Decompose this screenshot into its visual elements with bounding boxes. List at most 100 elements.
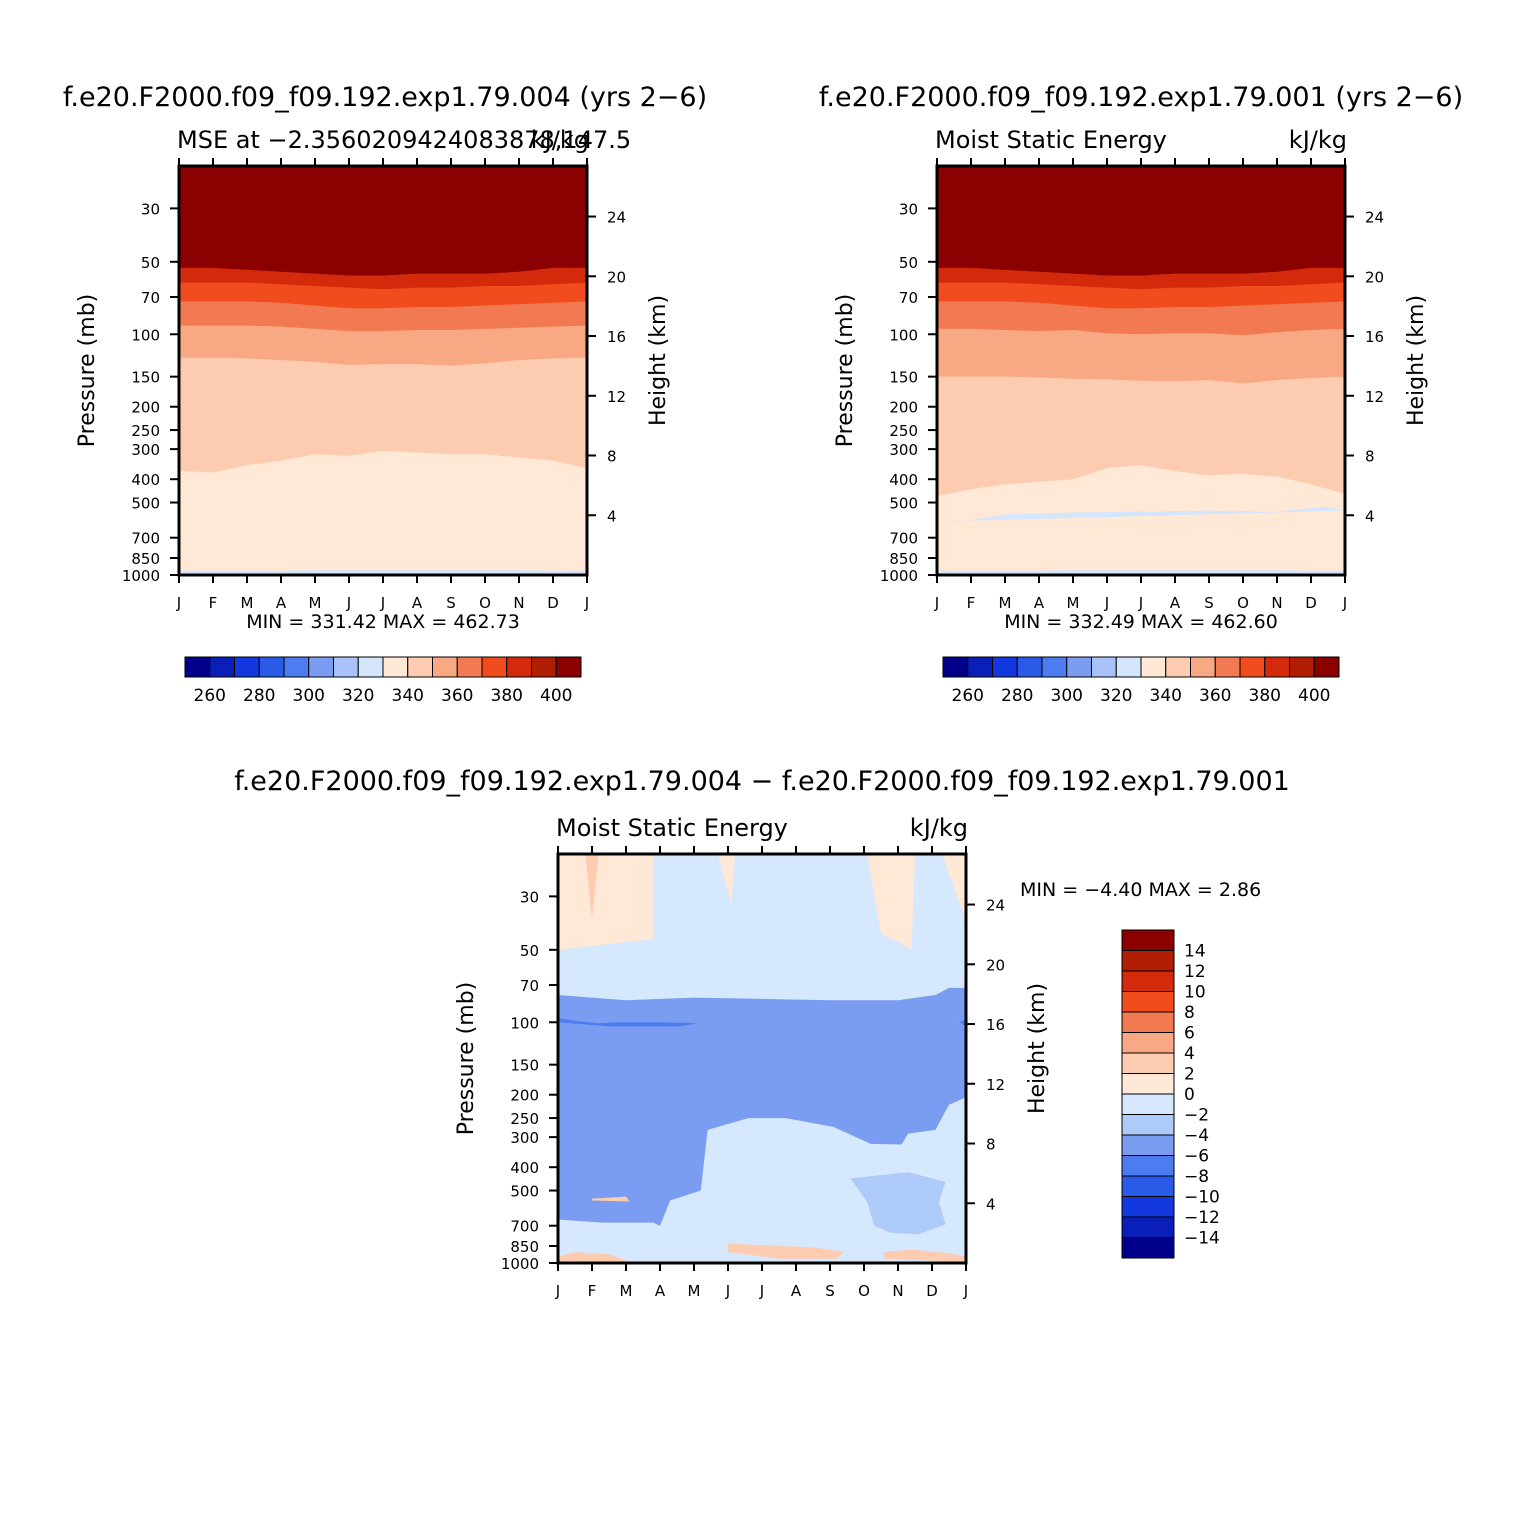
colorbar-swatch [1121, 1093, 1175, 1115]
x-tick-label: M [241, 594, 254, 612]
x-tick-label: S [825, 1282, 835, 1300]
colorbar-swatch [481, 656, 508, 678]
y-right-tick-label: 20 [1365, 268, 1384, 286]
y-right-axis-label: Height (km) [646, 295, 671, 426]
colorbar-label: 320 [342, 686, 374, 706]
x-tick-label: A [1034, 594, 1045, 612]
colorbar-swatch [1121, 970, 1175, 992]
panel-title: f.e20.F2000.f09_f09.192.exp1.79.001 (yrs… [819, 82, 1463, 113]
x-tick-label: M [1067, 594, 1080, 612]
colorbar-label: 400 [1298, 686, 1330, 706]
y-right-tick-label: 4 [986, 1195, 996, 1213]
colorbar-swatch [1121, 1073, 1175, 1095]
y-right-tick-label: 4 [607, 507, 617, 525]
colorbar-swatch [1041, 656, 1068, 678]
y-tick-label: 300 [510, 1129, 539, 1147]
x-tick-label: J [1104, 594, 1109, 612]
x-tick-label: J [759, 1282, 764, 1300]
colorbar-label: 400 [540, 686, 572, 706]
contour-region [585, 854, 599, 919]
contour-region [717, 854, 735, 904]
colorbar-label: 4 [1184, 1044, 1195, 1064]
colorbar-label: 14 [1184, 942, 1206, 962]
y-axis-label: Pressure (mb) [454, 982, 479, 1136]
contour-region [558, 987, 966, 1226]
colorbar: 260 280 300 320 340 360 380 400 [184, 656, 582, 706]
y-right-tick-label: 24 [1365, 209, 1384, 227]
colorbar-label: 300 [1051, 686, 1083, 706]
y-tick-label: 70 [141, 289, 160, 307]
y-tick-label: 30 [141, 200, 160, 218]
y-tick-label: 300 [889, 441, 918, 459]
contour-band [937, 465, 1345, 575]
x-tick-label: N [513, 594, 524, 612]
colorbar-swatch [456, 656, 483, 678]
colorbar-swatch [357, 656, 384, 678]
y-tick-label: 850 [510, 1238, 539, 1256]
colorbar-swatch [531, 656, 557, 678]
colorbar-swatch [1121, 950, 1175, 972]
colorbar-swatch [382, 656, 409, 678]
colorbar-swatch [1289, 656, 1315, 678]
colorbar-swatch [234, 656, 260, 678]
contour-region [728, 1243, 844, 1259]
y-tick-label: 1000 [501, 1255, 539, 1273]
y-tick-label: 850 [131, 550, 160, 568]
y-tick-label: 50 [141, 254, 160, 272]
colorbar-label: 280 [243, 686, 275, 706]
x-tick-label: M [999, 594, 1012, 612]
contour-region [558, 1017, 698, 1027]
colorbar-swatch [1214, 656, 1241, 678]
colorbar-label: 340 [392, 686, 424, 706]
min-max-stats: MIN = 332.49 MAX = 462.60 [1004, 611, 1278, 633]
colorbar-swatch [283, 656, 310, 678]
colorbar-label: 280 [1001, 686, 1033, 706]
x-tick-label: O [1237, 594, 1249, 612]
colorbar-swatch [555, 656, 582, 678]
y-tick-label: 700 [131, 530, 160, 548]
contour-field [558, 854, 966, 1263]
y-tick-label: 1000 [880, 567, 918, 585]
y-tick-label: 850 [889, 550, 918, 568]
colorbar-label: −4 [1184, 1126, 1209, 1146]
contour-region [959, 1019, 966, 1027]
colorbar-swatch [1313, 656, 1340, 678]
x-tick-label: J [934, 594, 939, 612]
subtitle-left: MSE at −2.3560209424083878,147.5 [177, 126, 631, 154]
x-tick-label: M [688, 1282, 701, 1300]
colorbar-swatch [1121, 1216, 1175, 1238]
x-tick-label: D [926, 1282, 938, 1300]
colorbar-label: −12 [1184, 1208, 1220, 1228]
colorbar-swatch [1121, 1237, 1175, 1259]
colorbar-label: 320 [1100, 686, 1132, 706]
y-tick-label: 400 [510, 1159, 539, 1177]
min-max-stats: MIN = −4.40 MAX = 2.86 [1020, 879, 1261, 901]
colorbar-swatch [1140, 656, 1167, 678]
contour-region [1032, 503, 1077, 508]
x-tick-label: J [346, 594, 351, 612]
x-tick-label: J [1342, 594, 1347, 612]
x-tick-label: M [620, 1282, 633, 1300]
colorbar-swatch [209, 656, 235, 678]
x-tick-label: F [209, 594, 218, 612]
colorbar-swatch [1239, 656, 1266, 678]
y-tick-label: 500 [131, 495, 160, 513]
y-tick-label: 100 [889, 326, 918, 344]
colorbar-label: 260 [952, 686, 984, 706]
panel-1: f.e20.F2000.f09_f09.192.exp1.79.004 (yrs… [63, 82, 707, 706]
colorbar-label: −10 [1184, 1188, 1220, 1208]
y-right-tick-label: 16 [607, 328, 626, 346]
colorbar-swatch [1121, 1114, 1175, 1136]
colorbar-swatch [1165, 656, 1191, 678]
contour-region [558, 1251, 633, 1263]
x-tick-label: A [791, 1282, 802, 1300]
y-tick-label: 250 [889, 422, 918, 440]
colorbar-swatch [258, 656, 285, 678]
panel-title: f.e20.F2000.f09_f09.192.exp1.79.004 (yrs… [63, 82, 707, 113]
y-right-axis-label: Height (km) [1404, 295, 1429, 426]
y-tick-label: 500 [510, 1183, 539, 1201]
x-tick-label: J [380, 594, 385, 612]
x-tick-label: N [1271, 594, 1282, 612]
colorbar-swatch [506, 656, 532, 678]
